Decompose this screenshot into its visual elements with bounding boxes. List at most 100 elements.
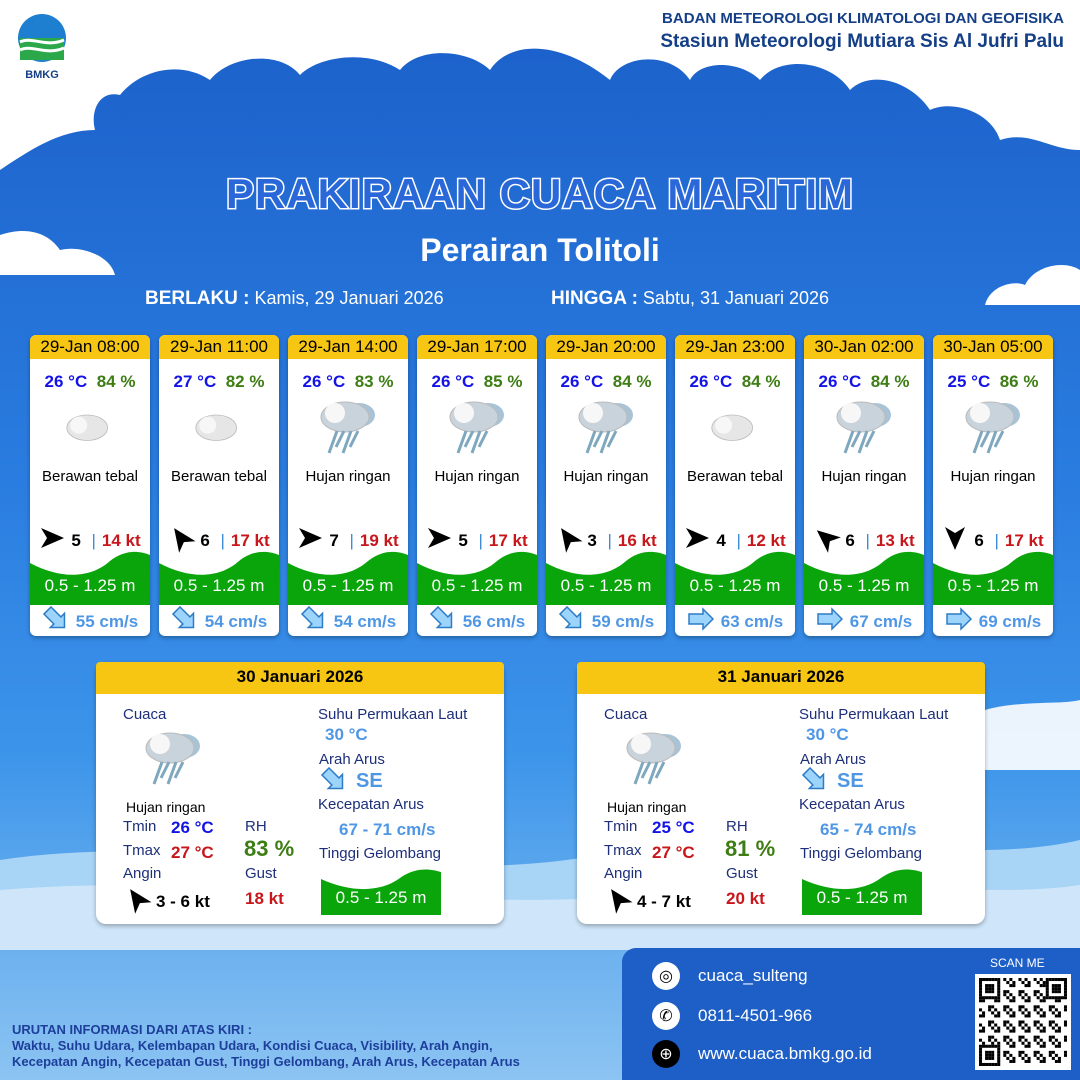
wave-height: 0.5 - 1.25 m [689, 576, 781, 595]
wind-label: Angin [604, 865, 643, 882]
wind-speed: 5 [71, 530, 81, 550]
weather-condition: Hujan ringan [126, 799, 206, 815]
instagram-link[interactable]: ◎ cuaca_sulteng [652, 962, 808, 990]
weather-condition: Berawan tebal [42, 468, 138, 485]
wind-range: 4 - 7 kt [637, 891, 691, 911]
weather-condition: Hujan ringan [305, 468, 391, 485]
wind-direction-icon [684, 525, 710, 556]
wind-direction-icon [124, 886, 152, 917]
gust-label: Gust [726, 865, 758, 882]
cloudy-icon [30, 396, 150, 460]
cloud-decoration [985, 265, 1080, 305]
wave-height: 0.5 - 1.25 m [431, 576, 523, 595]
valid-from-value: Kamis, 29 Januari 2026 [254, 288, 444, 308]
wave-graphic [321, 867, 441, 920]
forecast-time: 30-Jan 02:00 [804, 335, 924, 359]
current-direction-icon [429, 605, 457, 636]
temperature: 25 °C [947, 372, 991, 391]
wind-range: 3 - 6 kt [156, 891, 210, 911]
temperature: 26 °C [560, 372, 604, 391]
light-rain-icon [417, 396, 537, 460]
wave-graphic [159, 549, 279, 605]
rh-label: RH [726, 818, 748, 835]
info-order: URUTAN INFORMASI DARI ATAS KIRI : Waktu,… [12, 1022, 520, 1070]
light-rain-icon [804, 396, 924, 460]
weather-condition: Hujan ringan [563, 468, 649, 485]
wind-speed: 5 [458, 530, 468, 550]
light-rain-icon [546, 396, 666, 460]
qr-code[interactable] [975, 974, 1071, 1070]
forecast-time: 29-Jan 11:00 [159, 335, 279, 359]
current-direction-icon [945, 607, 973, 636]
wave-graphic [802, 867, 922, 920]
current-speed: 59 cm/s [591, 611, 655, 631]
info-order-line: Kecepatan Angin, Kecepatan Gust, Tinggi … [12, 1054, 520, 1069]
wind-direction-icon [168, 525, 196, 556]
wave-graphic [30, 549, 150, 605]
wind-speed: 6 [200, 530, 210, 550]
gust-speed: 17 kt [488, 530, 528, 550]
current-direction-icon [801, 766, 829, 797]
wind-direction-icon [39, 525, 65, 556]
tmin-label: Tmin [604, 818, 638, 835]
station-name: Stasiun Meteorologi Mutiara Sis Al Jufri… [660, 31, 1064, 52]
tmax-label: Tmax [123, 842, 161, 859]
current-speed: 63 cm/s [720, 611, 784, 631]
forecast-card: 30-Jan 02:00 26 °C 84 % Hujan ringan 6 |… [804, 335, 924, 636]
light-rain-icon [933, 396, 1053, 460]
website-link[interactable]: ⊕ www.cuaca.bmkg.go.id [652, 1040, 872, 1068]
humidity: 84 % [612, 372, 652, 391]
wind-speed: 7 [329, 530, 339, 550]
weather-condition: Berawan tebal [171, 468, 267, 485]
wind-direction-icon [555, 525, 583, 556]
humidity: 83 % [354, 372, 394, 391]
current-direction-icon [42, 605, 70, 636]
globe-icon: ⊕ [652, 1040, 680, 1068]
weather-condition: Hujan ringan [434, 468, 520, 485]
current-speed-label: Kecepatan Arus [318, 796, 424, 813]
phone-number: 0811-4501-966 [698, 1006, 813, 1025]
forecast-card: 29-Jan 08:00 26 °C 84 % Berawan tebal 5 … [30, 335, 150, 636]
current-direction-value: SE [837, 770, 864, 792]
wave-height: 0.5 - 1.25 m [335, 888, 427, 907]
phone-icon: ✆ [652, 1002, 680, 1030]
gust-speed: 12 kt [746, 530, 786, 550]
temperature: 27 °C [173, 372, 217, 391]
temperature: 26 °C [689, 372, 733, 391]
humidity: 85 % [483, 372, 523, 391]
wind-direction-icon [426, 525, 452, 556]
wave-height: 0.5 - 1.25 m [816, 888, 908, 907]
weather-condition: Hujan ringan [607, 799, 687, 815]
wave-graphic [804, 549, 924, 605]
weather-label: Cuaca [123, 706, 167, 723]
weather-condition: Hujan ringan [821, 468, 907, 485]
rh-value: 83 % [244, 836, 295, 861]
gust-speed: 19 kt [359, 530, 399, 550]
current-direction-icon [816, 607, 844, 636]
forecast-card: 29-Jan 20:00 26 °C 84 % Hujan ringan 3 |… [546, 335, 666, 636]
current-direction-icon [558, 605, 586, 636]
phone-link[interactable]: ✆ 0811-4501-966 [652, 1002, 812, 1030]
wave-label: Tinggi Gelombang [319, 845, 442, 862]
current-direction-icon [171, 605, 199, 636]
gust-speed: 13 kt [875, 530, 915, 550]
current-speed-value: 67 - 71 cm/s [339, 820, 436, 839]
daily-summary-card: 30 Januari 2026 Cuaca Hujan ringan Tmin … [96, 662, 504, 924]
temperature: 26 °C [431, 372, 475, 391]
page-title: PRAKIRAAN CUACA MARITIM [224, 169, 855, 219]
wave-graphic [417, 549, 537, 605]
wave-graphic [546, 549, 666, 605]
wave-height: 0.5 - 1.25 m [44, 576, 136, 595]
sst-label: Suhu Permukaan Laut [799, 706, 949, 723]
tmin-value: 26 °C [171, 818, 214, 837]
gust-value: 18 kt [245, 889, 284, 908]
humidity: 82 % [225, 372, 265, 391]
forecast-card: 29-Jan 17:00 26 °C 85 % Hujan ringan 5 |… [417, 335, 537, 636]
info-order-line: Waktu, Suhu Udara, Kelembapan Udara, Kon… [12, 1038, 493, 1053]
daily-summary-card: 31 Januari 2026 Cuaca Hujan ringan Tmin … [577, 662, 985, 924]
wind-speed: 3 [587, 530, 597, 550]
logo-text: BMKG [25, 69, 59, 81]
humidity: 86 % [999, 372, 1039, 391]
wave-height: 0.5 - 1.25 m [173, 576, 265, 595]
weather-label: Cuaca [604, 706, 648, 723]
